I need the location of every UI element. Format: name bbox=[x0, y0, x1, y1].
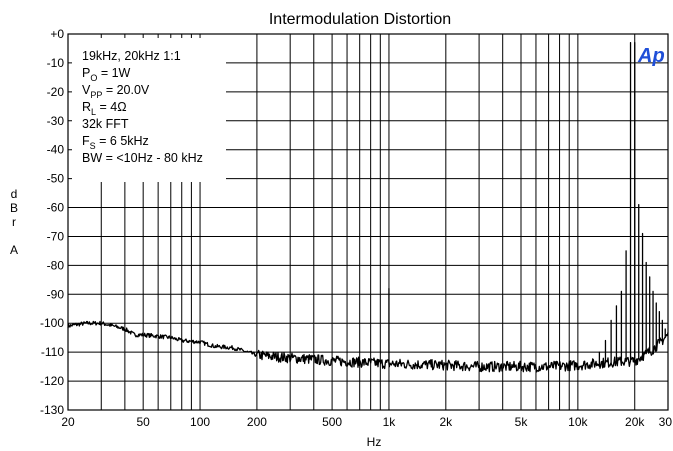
x-tick-label: 5k bbox=[515, 415, 529, 429]
annotation-line: 19kHz, 20kHz 1:1 bbox=[82, 49, 181, 63]
y-tick-labels: +0 -10 -20 -30 -40 -50 -60 -70 -80 -90 -100 -110 -12… bbox=[40, 27, 64, 417]
x-tick-label: 20k bbox=[625, 415, 645, 429]
y-axis-label-char: B bbox=[10, 201, 18, 215]
y-tick-label: -130 bbox=[40, 403, 64, 417]
plot-frame bbox=[67, 33, 669, 411]
annotation-line: PO = 1W bbox=[82, 66, 131, 83]
x-tick-label: 200 bbox=[247, 415, 267, 429]
ap-logo: Ap bbox=[637, 45, 665, 67]
y-tick-label: -60 bbox=[47, 201, 65, 215]
x-tick-labels: 20 50 100 200 500 1k 2k 5k 10k 20k 30 bbox=[61, 415, 672, 429]
x-axis-label: Hz bbox=[367, 435, 382, 449]
annotation-line: VPP = 20.0V bbox=[82, 83, 150, 100]
x-tick-label: 100 bbox=[190, 415, 210, 429]
y-tick-label: -90 bbox=[47, 287, 65, 301]
y-tick-label: -80 bbox=[47, 258, 65, 272]
y-tick-label: -50 bbox=[47, 172, 65, 186]
x-tick-label: 20 bbox=[61, 415, 75, 429]
y-tick-label: -110 bbox=[41, 345, 64, 359]
annotation-box bbox=[72, 38, 226, 182]
annotation-line: BW = <10Hz - 80 kHz bbox=[82, 151, 203, 165]
x-tick-label: 1k bbox=[383, 415, 397, 429]
x-tick-label: 30 bbox=[659, 415, 673, 429]
chart-title: Intermodulation Distortion bbox=[269, 11, 451, 28]
x-tick-label: 2k bbox=[439, 415, 453, 429]
x-tick-label: 10k bbox=[568, 415, 588, 429]
y-tick-label: -30 bbox=[47, 114, 65, 128]
y-axis-label-char: A bbox=[10, 243, 18, 257]
annotation-line: FS = 6 5kHz bbox=[82, 134, 149, 151]
y-tick-label: -100 bbox=[40, 316, 64, 330]
y-tick-label: +0 bbox=[50, 27, 64, 41]
annotation-line: 32k FFT bbox=[82, 117, 129, 131]
spectrum-trace bbox=[67, 42, 669, 373]
y-tick-label: -70 bbox=[47, 229, 65, 243]
y-axis-label-char: r bbox=[12, 215, 16, 229]
y-axis-label-char: d bbox=[11, 187, 18, 201]
x-tick-label: 50 bbox=[136, 415, 150, 429]
y-tick-label: -10 bbox=[47, 56, 65, 70]
y-tick-label: -40 bbox=[47, 143, 65, 157]
x-tick-label: 500 bbox=[322, 415, 342, 429]
annotation-line: RL = 4Ω bbox=[82, 100, 127, 117]
y-tick-label: -20 bbox=[47, 85, 65, 99]
y-tick-label: -120 bbox=[40, 374, 64, 388]
